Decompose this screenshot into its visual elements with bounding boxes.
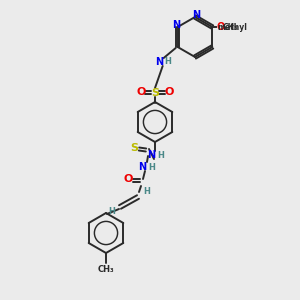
Text: H: H	[158, 151, 164, 160]
Text: N: N	[138, 162, 146, 172]
Text: CH₃: CH₃	[98, 265, 114, 274]
Text: O: O	[136, 87, 146, 97]
Text: CH₃: CH₃	[223, 22, 238, 32]
Text: H: H	[164, 58, 171, 67]
Text: S: S	[151, 88, 159, 98]
Text: N: N	[192, 10, 200, 20]
Text: H: H	[109, 206, 116, 215]
Text: N: N	[156, 57, 164, 67]
Text: N: N	[147, 150, 155, 160]
Text: S: S	[130, 143, 138, 153]
Text: N: N	[172, 20, 181, 30]
Text: methyl: methyl	[218, 22, 247, 32]
Text: O: O	[216, 22, 224, 32]
Text: O: O	[123, 174, 133, 184]
Text: O: O	[164, 87, 174, 97]
Text: H: H	[148, 163, 155, 172]
Text: H: H	[144, 188, 150, 196]
